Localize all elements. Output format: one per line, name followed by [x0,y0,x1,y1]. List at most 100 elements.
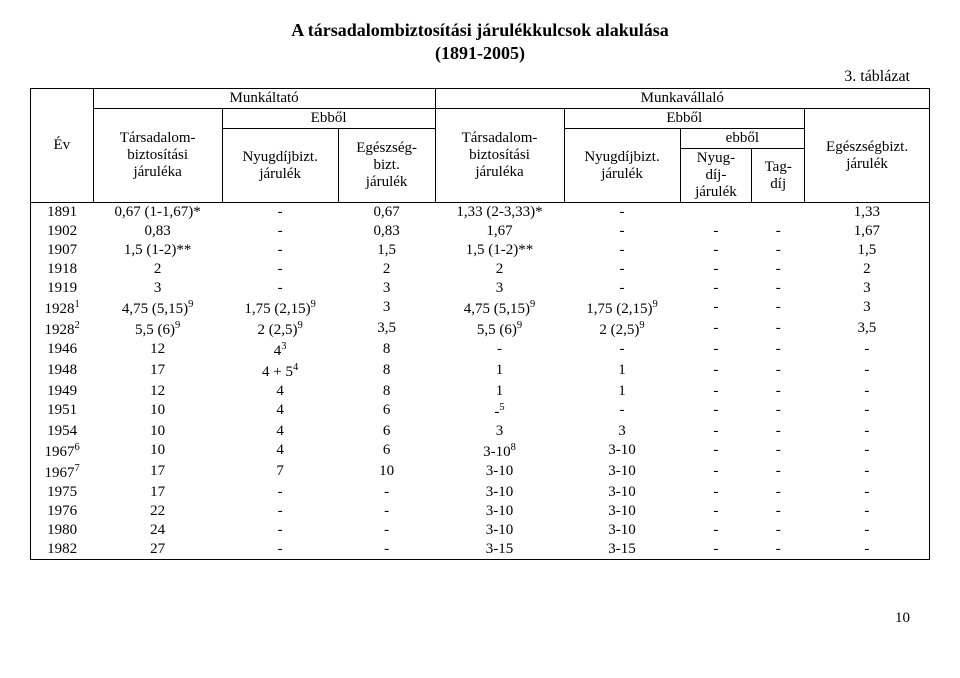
table-cell: - [680,279,752,298]
table-row: 198024--3-103-10--- [31,521,930,540]
table-cell: - [680,340,752,361]
table-cell: - [222,260,338,279]
th-ebbol2: ebből [680,129,805,149]
table-cell: 1951 [31,401,94,422]
table-cell: - [222,222,338,241]
table-cell: 3 [338,279,435,298]
table-cell: - [752,241,805,260]
table-cell: 22 [93,502,222,521]
table-cell: 1980 [31,521,94,540]
table-cell: - [222,483,338,502]
table-cell: 1 [564,361,680,382]
table-cell: 10 [93,441,222,462]
table-cell: - [805,540,930,560]
table-cell: - [805,401,930,422]
table-cell: - [805,422,930,441]
table-cell: - [752,483,805,502]
table-cell: 19282 [31,319,94,340]
table-cell: 3,5 [805,319,930,340]
table-cell: - [805,382,930,401]
th-tagdij: Tag- díj [752,149,805,203]
table-cell: 3-10 [564,521,680,540]
table-cell: - [680,361,752,382]
table-cell: 4,75 (5,15)9 [435,298,564,319]
table-row: 19020,83-0,831,67---1,67 [31,222,930,241]
th-ev: Év [31,89,94,203]
table-row: 19182-22---2 [31,260,930,279]
table-cell: - [680,521,752,540]
table-cell: 2 [805,260,930,279]
table-cell: 7 [222,462,338,483]
th-nyugdijjarulek: Nyug- díj- járulék [680,149,752,203]
table-cell: 3-10 [435,483,564,502]
table-cell: 3-10 [435,521,564,540]
table-cell: 1 [564,382,680,401]
table-cell: - [564,340,680,361]
table-cell: - [805,462,930,483]
table-cell: 2 [93,260,222,279]
table-cell: 6 [338,441,435,462]
table-cell: 19676 [31,441,94,462]
table-cell: - [752,462,805,483]
table-row: 197622--3-103-10--- [31,502,930,521]
table-row: 192814,75 (5,15)91,75 (2,15)934,75 (5,15… [31,298,930,319]
table-cell: 3-10 [564,441,680,462]
table-cell: 1,33 (2-3,33)* [435,203,564,223]
table-cell: 1,75 (2,15)9 [222,298,338,319]
table-cell: 3 [435,279,564,298]
table-cell: - [805,502,930,521]
table-body: 18910,67 (1-1,67)*-0,671,33 (2-3,33)*-1,… [31,203,930,560]
table-row: 197517--3-103-10--- [31,483,930,502]
table-cell: - [680,401,752,422]
table-row: 19677177103-103-10--- [31,462,930,483]
table-row: 1954104633--- [31,422,930,441]
table-cell: - [752,279,805,298]
table-cell: - [222,521,338,540]
table-cell: 0,83 [93,222,222,241]
table-cell: - [222,540,338,560]
table-cell: - [680,260,752,279]
table-cell: - [752,361,805,382]
table-cell: - [805,441,930,462]
table-cell: 0,67 [338,203,435,223]
table-row: 1948174 + 54811--- [31,361,930,382]
table-cell: 3 [93,279,222,298]
table-cell: 1902 [31,222,94,241]
table-cell: 17 [93,361,222,382]
th-ebbol: Ebből [222,109,435,129]
th-tb-jaruleka2: Társadalom- biztosítási járuléka [435,109,564,203]
table-cell: 1949 [31,382,94,401]
table-cell: 1891 [31,203,94,223]
table-cell: - [680,241,752,260]
table-cell: - [564,222,680,241]
table-cell: - [680,441,752,462]
table-cell: - [222,502,338,521]
document-subtitle: (1891-2005) [30,43,930,64]
table-cell: 1,5 (1-2)** [435,241,564,260]
table-cell: 3-10 [564,462,680,483]
table-row: 18910,67 (1-1,67)*-0,671,33 (2-3,33)*-1,… [31,203,930,223]
table-cell: 6 [338,401,435,422]
th-egeszsegbizt: Egészség- bizt. járulék [338,129,435,203]
table-cell: 1907 [31,241,94,260]
table-label: 3. táblázat [30,68,910,86]
table-cell: - [805,483,930,502]
table-cell: - [752,319,805,340]
table-cell: 3 [805,298,930,319]
table-cell: - [564,279,680,298]
table-cell: - [680,483,752,502]
table-cell: 6 [338,422,435,441]
table-cell: 4 [222,422,338,441]
table-cell: 1,67 [805,222,930,241]
table-cell: -5 [435,401,564,422]
table-cell: 3-10 [564,502,680,521]
table-cell: 1954 [31,422,94,441]
table-cell: 2 (2,5)9 [222,319,338,340]
table-cell: - [805,340,930,361]
table-cell: 1,5 (1-2)** [93,241,222,260]
table-cell: 1,5 [338,241,435,260]
table-cell: - [680,382,752,401]
table-cell: - [222,203,338,223]
table-cell: 10 [338,462,435,483]
table-cell: 1976 [31,502,94,521]
